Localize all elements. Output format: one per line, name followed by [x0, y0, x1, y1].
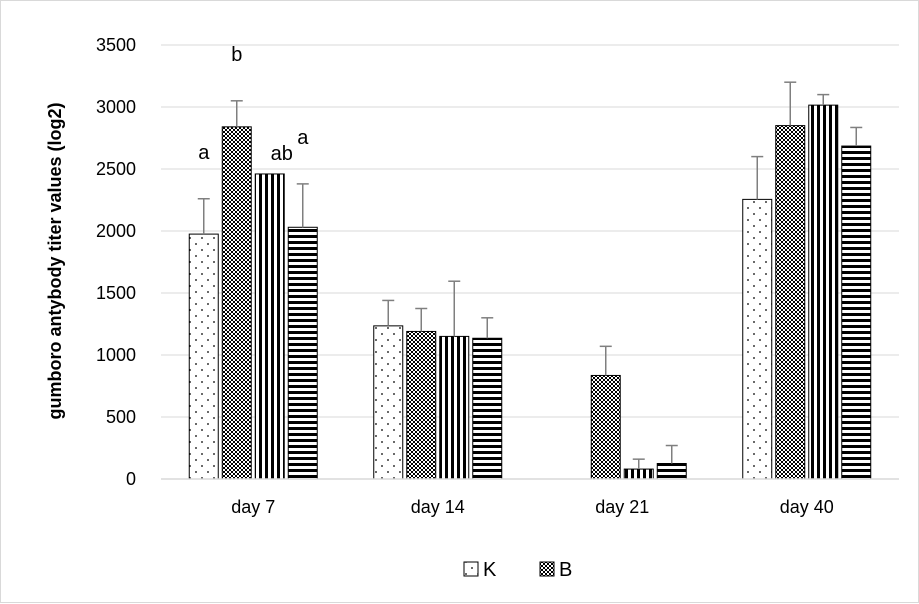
axes: 0 500 1000 1500 2000 2500 3000 3500 day 7 day 14 d… [96, 35, 899, 517]
y-tick-label: 1500 [96, 283, 136, 303]
significance-letter: a [297, 127, 309, 149]
y-tick-label: 3500 [96, 35, 136, 55]
x-tick-label: day 7 [231, 497, 275, 517]
bar [590, 374, 621, 480]
bar [472, 337, 503, 480]
significance-letter: ab [271, 143, 293, 165]
x-tick-label: day 14 [411, 497, 465, 517]
bar [656, 463, 687, 480]
legend-label: K [483, 559, 497, 581]
bar [808, 104, 839, 480]
bar [841, 145, 872, 480]
bar [406, 330, 437, 480]
bar [439, 335, 470, 480]
y-tick-label: 500 [106, 407, 136, 427]
x-tick-label: day 21 [595, 497, 649, 517]
y-tick-label: 2500 [96, 159, 136, 179]
bar [623, 468, 654, 480]
y-tick-label: 1000 [96, 345, 136, 365]
legend-label: B [559, 559, 572, 581]
bar [373, 325, 404, 480]
bar [254, 173, 285, 480]
legend-swatch [539, 561, 555, 577]
bar [221, 126, 252, 480]
legend-swatch [463, 561, 479, 577]
y-tick-label: 3000 [96, 97, 136, 117]
error-bars [197, 81, 863, 470]
bar [287, 226, 318, 480]
y-tick-label: 0 [126, 469, 136, 489]
y-axis-title: gumboro antybody titer values (log2) [45, 102, 65, 419]
bar [188, 233, 219, 480]
x-tick-label: day 40 [780, 497, 834, 517]
bar [775, 125, 806, 480]
bars [188, 104, 872, 480]
y-tick-label: 2000 [96, 221, 136, 241]
significance-letter: b [231, 44, 242, 66]
bar [742, 198, 773, 480]
significance-letter: a [198, 142, 210, 164]
